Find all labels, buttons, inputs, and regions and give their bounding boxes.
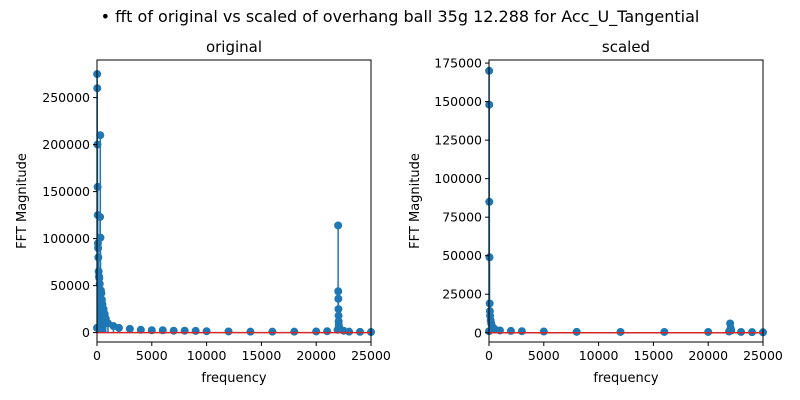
original-stem-marker-50 [345, 327, 354, 336]
original-ytick-label-5: 250000 [42, 90, 90, 105]
scaled-stem-marker-16 [572, 327, 581, 336]
original-stem-marker-35 [246, 327, 255, 336]
original-stem-marker-43 [334, 294, 343, 303]
scaled-title: scaled [602, 38, 650, 56]
scaled-stem-marker-14 [517, 327, 526, 336]
original-stem-marker-41 [334, 221, 343, 230]
scaled-axes-frame [488, 59, 764, 343]
scaled-stem-marker-24 [737, 327, 746, 336]
original-stem-marker-42 [334, 287, 343, 296]
scaled-ytick-label-1: 25000 [442, 287, 482, 302]
original-plot-area: 0 5000 10000 15000 20000 25000050000100000150… [42, 59, 391, 363]
original-ytick-label-0: 0 [82, 325, 90, 340]
scaled-ytick-label-7: 175000 [434, 56, 482, 71]
original-stem-marker-33 [202, 327, 211, 336]
original-stem-marker-4 [93, 182, 102, 191]
original-stem-marker-8 [94, 253, 103, 262]
original-xlabel: frequency [201, 371, 267, 386]
original-stem-marker-45 [334, 311, 343, 320]
original-xtick-label-0: 0 [93, 348, 101, 363]
scaled-stem-marker-19 [704, 327, 713, 336]
scaled-stem-marker-13 [506, 326, 515, 335]
scaled-plot-area: 0 5000 10000 15000 20000 25000 0 25000 50000 7500… [434, 56, 783, 363]
original-stem-marker-51 [356, 327, 365, 336]
scaled-ytick-label-5: 125000 [434, 133, 482, 148]
original-xtick-label-1: 5000 [136, 348, 168, 363]
original-axes-frame [96, 59, 372, 343]
scaled-stem-marker-15 [539, 327, 548, 336]
scaled-xtick-label-3: 15000 [634, 348, 674, 363]
scaled-stem-marker-18 [660, 327, 669, 336]
original-stem-marker-32 [191, 326, 200, 335]
original-stem-marker-15 [96, 233, 105, 242]
original-stem-marker-37 [290, 327, 299, 336]
scaled-xtick-label-1: 5000 [528, 348, 560, 363]
original-ytick-label-4: 200000 [42, 137, 90, 152]
original-stem-marker-36 [268, 327, 277, 336]
original-stem-marker-13 [96, 212, 105, 221]
original-stem-marker-39 [323, 327, 332, 336]
original-stem-marker-7 [94, 244, 103, 252]
original-stem-marker-31 [180, 326, 189, 335]
original-stem-marker-27 [136, 325, 145, 334]
scaled-ytick-label-0: 0 [474, 325, 482, 340]
scaled-stem-marker-5 [485, 299, 494, 308]
scaled-stem-marker-17 [616, 327, 625, 336]
scaled-panel: scaled frequency FFT Magnitude 0 5000 1000… [408, 38, 783, 386]
original-stem-marker-38 [312, 327, 321, 336]
original-xtick-label-5: 25000 [351, 348, 391, 363]
original-ylabel: FFT Magnitude [15, 153, 30, 249]
scaled-ytick-label-3: 75000 [442, 210, 482, 225]
original-stem-marker-44 [334, 305, 343, 314]
original-xtick-label-2: 10000 [187, 348, 227, 363]
original-xtick-label-3: 15000 [242, 348, 282, 363]
scaled-xtick-label-2: 10000 [579, 348, 619, 363]
scaled-xtick-label-0: 0 [485, 348, 493, 363]
scaled-ytick-label-2: 50000 [442, 248, 482, 263]
original-stem-marker-34 [224, 327, 233, 336]
original-ytick-label-1: 50000 [50, 278, 90, 293]
original-stem-marker-12 [95, 279, 104, 288]
scaled-ytick-label-4: 100000 [434, 171, 482, 186]
original-stem-marker-14 [96, 131, 105, 140]
scaled-ytick-label-6: 150000 [434, 94, 482, 109]
original-stem-marker-17 [97, 289, 106, 298]
figure-suptitle: • fft of original vs scaled of overhang … [101, 7, 700, 27]
scaled-xtick-label-5: 25000 [743, 348, 783, 363]
original-stem-marker-30 [169, 326, 178, 335]
original-stem-marker-25 [114, 323, 123, 332]
scaled-xtick-label-4: 20000 [688, 348, 728, 363]
original-ytick-label-2: 100000 [42, 231, 90, 246]
scaled-ylabel: FFT Magnitude [408, 153, 423, 249]
original-stem-marker-26 [125, 324, 134, 333]
original-ytick-label-3: 150000 [42, 184, 90, 199]
original-panel: original frequency FFT Magnitude 0 5000 10… [15, 38, 391, 386]
scaled-xlabel: frequency [593, 371, 659, 386]
original-title: original [206, 38, 262, 56]
original-xtick-label-4: 20000 [296, 348, 336, 363]
